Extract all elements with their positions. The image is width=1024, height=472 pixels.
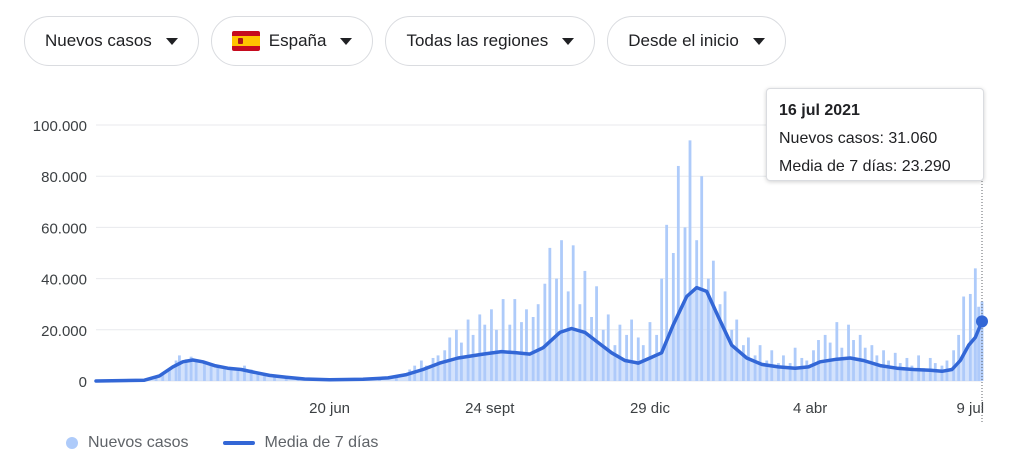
spain-flag-icon — [231, 31, 260, 51]
x-tick-label: 9 jul — [957, 400, 985, 417]
case-bar — [466, 319, 470, 381]
region-dropdown-label: Todas las regiones — [406, 31, 549, 50]
case-bar — [847, 324, 850, 381]
period-dropdown-label: Desde el inicio — [628, 31, 739, 50]
x-tick-label: 20 jun — [309, 400, 350, 417]
case-bar — [700, 176, 704, 381]
case-bar — [671, 253, 675, 381]
case-bar — [968, 293, 972, 381]
case-bar — [688, 140, 692, 381]
selected-point — [976, 315, 988, 328]
case-bar — [595, 286, 598, 381]
chart-tooltip: 16 jul 2021 Nuevos casos: 31.060 Media d… — [766, 88, 984, 181]
metric-dropdown-label: Nuevos casos — [45, 31, 152, 50]
case-bar — [858, 334, 862, 381]
case-bar — [817, 340, 820, 381]
case-bar — [555, 278, 558, 381]
region-dropdown[interactable]: Todas las regiones — [385, 16, 596, 66]
chart-legend: Nuevos casos Media de 7 días — [66, 434, 378, 452]
x-tick-label: 29 dic — [630, 400, 671, 417]
case-bar — [823, 334, 827, 381]
tooltip-average: Media de 7 días: 23.290 — [779, 158, 951, 175]
case-bar — [490, 309, 493, 381]
legend-average-swatch — [222, 441, 255, 445]
case-bar — [571, 245, 575, 381]
case-bar — [665, 224, 669, 381]
case-bar — [630, 319, 634, 381]
case-bar — [648, 322, 652, 381]
y-tick-label: 60.000 — [41, 220, 87, 237]
case-bar — [543, 283, 547, 381]
case-bar — [501, 299, 505, 381]
period-dropdown[interactable]: Desde el inicio — [607, 16, 786, 66]
case-bar — [536, 304, 540, 381]
case-bar — [962, 296, 966, 381]
case-bar — [973, 268, 977, 381]
y-tick-label: 0 — [79, 374, 87, 391]
case-bar — [636, 337, 640, 381]
case-bar — [660, 278, 664, 381]
case-bar — [583, 270, 587, 381]
case-bar — [478, 314, 482, 381]
caret-down-icon — [165, 37, 178, 45]
case-bar — [618, 324, 622, 381]
tooltip-date: 16 jul 2021 — [779, 102, 860, 119]
caret-down-icon — [562, 37, 575, 45]
tooltip-cases: Nuevos casos: 31.060 — [779, 130, 938, 147]
average-line — [94, 285, 984, 383]
x-tick-label: 4 abr — [793, 400, 827, 417]
legend-average-label: Media de 7 días — [264, 434, 379, 451]
case-bar — [525, 309, 528, 381]
country-dropdown[interactable]: España — [210, 16, 374, 66]
case-bar — [548, 247, 552, 381]
y-tick-label: 100.000 — [33, 118, 87, 135]
y-tick-label: 20.000 — [41, 323, 87, 340]
filter-bar: Nuevos casos España Todas las regiones D… — [24, 16, 786, 66]
case-bar — [531, 317, 535, 381]
legend-cases-label: Nuevos casos — [88, 434, 189, 451]
metric-dropdown[interactable]: Nuevos casos — [24, 16, 199, 66]
caret-down-icon — [752, 37, 765, 45]
case-bar — [606, 314, 610, 381]
case-bar — [676, 165, 680, 381]
legend-cases-swatch — [66, 437, 78, 449]
case-bar — [957, 334, 961, 381]
country-dropdown-label: España — [268, 31, 327, 50]
case-bar — [455, 329, 458, 381]
average-area — [96, 287, 982, 381]
y-tick-label: 80.000 — [41, 169, 87, 186]
case-bar — [513, 299, 517, 381]
y-tick-label: 40.000 — [41, 272, 87, 289]
case-bar — [625, 334, 628, 381]
case-bar — [560, 240, 563, 381]
caret-down-icon — [340, 37, 353, 45]
case-bar — [793, 347, 797, 381]
x-tick-label: 24 sept — [465, 400, 515, 417]
case-bar — [835, 322, 839, 381]
